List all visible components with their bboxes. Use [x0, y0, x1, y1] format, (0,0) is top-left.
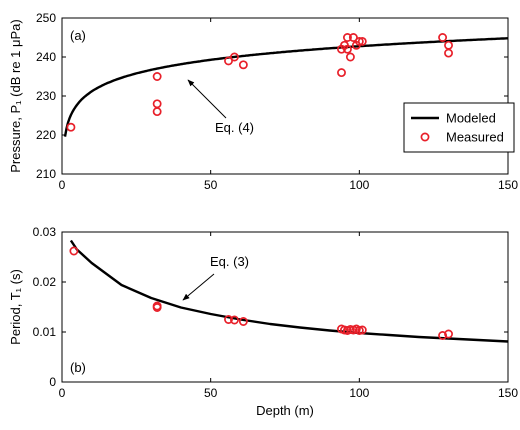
modeled-curve: [69, 239, 509, 343]
measured-point: [342, 44, 352, 54]
panel-label: (a): [70, 28, 86, 43]
annotation-arrow: [182, 273, 215, 301]
legend-label: Modeled: [446, 111, 496, 126]
x-tick-label: 100: [349, 178, 369, 192]
measured-point: [152, 303, 162, 312]
measured-point: [69, 246, 79, 256]
measured-point: [224, 315, 233, 324]
x-tick-label: 150: [498, 386, 518, 400]
x-tick-label: 50: [204, 178, 218, 192]
measured-point: [230, 315, 239, 325]
measured-point: [152, 99, 162, 109]
y-tick-label: 210: [36, 167, 56, 181]
y-tick-label: 230: [36, 89, 56, 103]
x-tick-label: 0: [59, 386, 66, 400]
y-tick-label: 0.02: [33, 275, 57, 289]
y-tick-label: 250: [36, 11, 56, 25]
annotation-text: Eq. (3): [210, 254, 249, 269]
axes-frame: [61, 17, 509, 175]
legend: Modeled Measured: [403, 102, 515, 153]
y-tick-label: 220: [36, 128, 56, 142]
x-tick-label: 50: [204, 386, 218, 400]
x-tick-label: 100: [349, 386, 369, 400]
y-tick-label: 0: [49, 375, 56, 389]
legend-label: Measured: [446, 130, 504, 145]
y-axis-label: Pressure, P₁ (dB re 1 μPa): [8, 19, 23, 173]
legend-box: [403, 102, 515, 153]
measured-point: [438, 331, 448, 340]
measured-point: [438, 33, 448, 42]
measured-point: [348, 33, 358, 42]
measured-point: [152, 107, 162, 117]
modeled-curve: [63, 37, 508, 137]
measured-point: [152, 72, 162, 81]
measured-point: [337, 68, 346, 78]
panel-b: 0 50 100 150 0 0.01 0.02 0.03 (b) Eq. (3) Period, …: [8, 225, 518, 418]
annotation-text: Eq. (4): [215, 120, 254, 135]
legend-circle-swatch: [420, 132, 430, 142]
measured-point: [224, 56, 233, 66]
measured-point: [357, 325, 367, 335]
measured-point: [66, 122, 76, 132]
measured-point: [444, 48, 453, 58]
measured-point: [230, 52, 239, 62]
y-tick-label: 0.03: [33, 225, 57, 239]
panel-a: 0 50 100 150 210 220 230 240 250 (a) Eq. (4) Pressu…: [8, 11, 518, 192]
x-axis-label: Depth (m): [256, 403, 314, 418]
measured-point: [345, 52, 355, 62]
annotation-arrow: [187, 79, 227, 119]
measured-point: [357, 36, 367, 46]
x-tick-label: 150: [498, 178, 518, 192]
panel-label: (b): [70, 360, 86, 375]
measured-point: [238, 317, 248, 326]
axes-frame: [61, 231, 509, 383]
measured-point: [342, 33, 352, 42]
measured-point: [238, 60, 248, 70]
measured-point: [444, 329, 453, 339]
y-tick-label: 0.01: [33, 325, 57, 339]
y-axis-label: Period, T₁ (s): [8, 269, 23, 345]
y-tick-label: 240: [36, 50, 56, 64]
measured-point: [444, 40, 453, 50]
measured-point: [354, 36, 364, 46]
x-tick-label: 0: [59, 178, 66, 192]
